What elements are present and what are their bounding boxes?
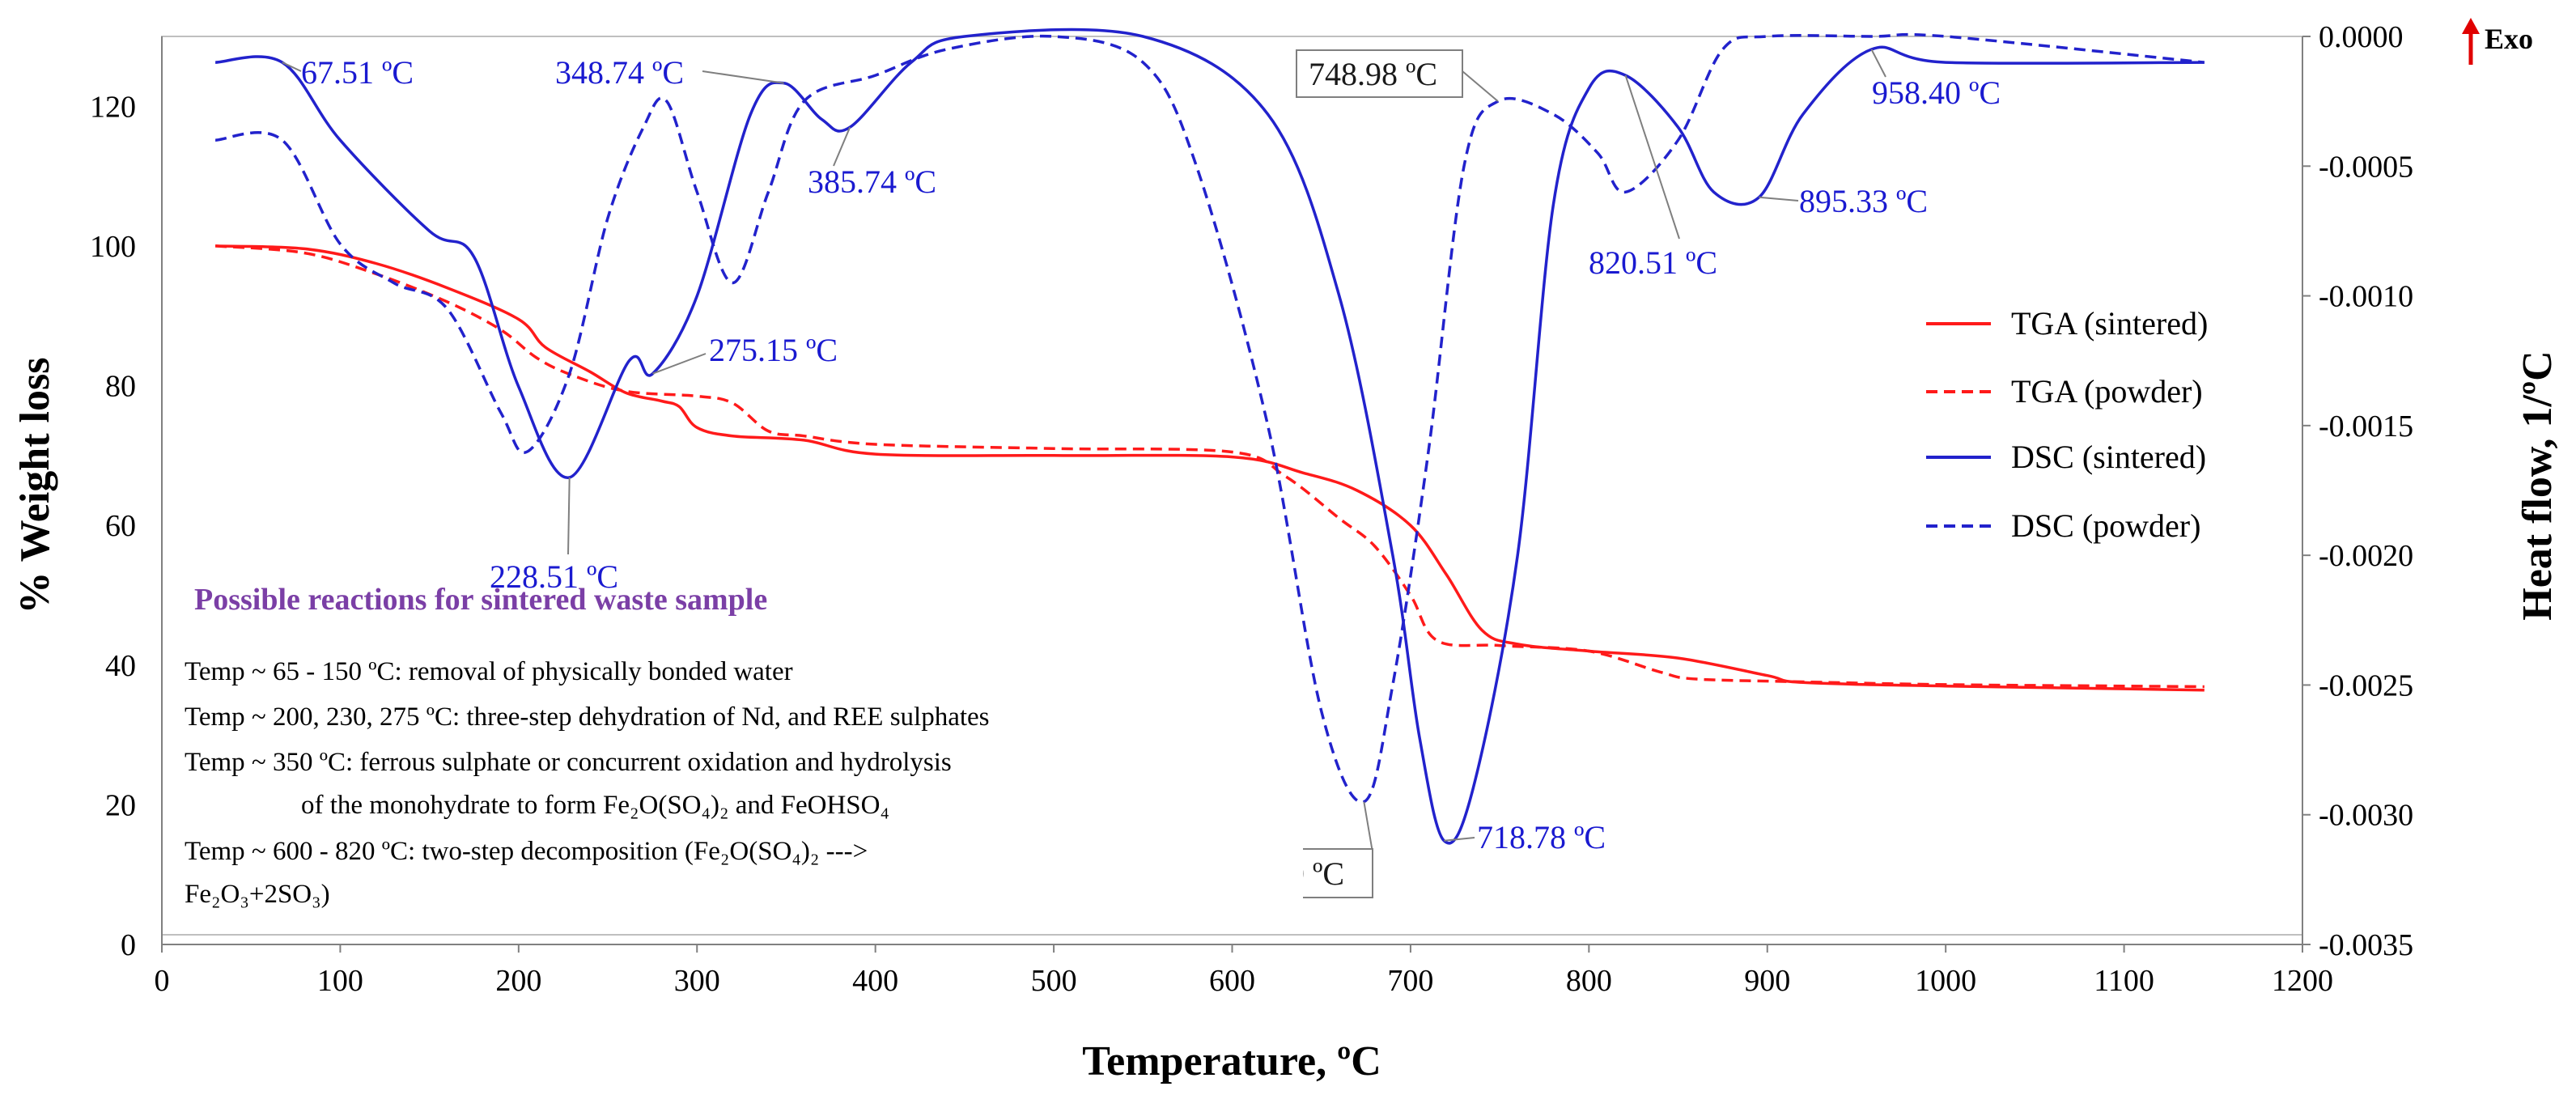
y-ticks: 0 20 40 60 80 100 120 (90, 90, 136, 962)
legend: TGA (sintered) TGA (powder) DSC (sintere… (1926, 305, 2208, 544)
y2-axis-title: Heat flow, 1/ºC (2514, 350, 2561, 620)
y-axis-title: % Weight loss (12, 358, 58, 614)
exo-arrow-head-icon (2462, 18, 2480, 34)
legend-label-dsc-powder: DSC (powder) (2011, 507, 2200, 544)
x-tick-label: 1200 (2272, 964, 2333, 998)
ann-275-15: 275.15 ºC (709, 332, 838, 368)
reaction-line-6: Fe₂O₃+2SO₃) (185, 880, 330, 909)
y-tick-label: 60 (105, 509, 136, 543)
ann-228-51: 228.51 ºC (490, 558, 618, 595)
series-line-tga-sintered (215, 244, 2205, 692)
y-tick-label: 20 (105, 788, 136, 822)
exo-indicator: Exo (2462, 18, 2533, 65)
x-tick-label: 0 (155, 964, 170, 998)
ann-748-98: 748.98 ºC (1309, 56, 1437, 92)
y2-tick-label: -0.0020 (2319, 539, 2413, 573)
y-tick-label: 40 (105, 649, 136, 683)
y-tick-label: 120 (90, 90, 136, 124)
reaction-line-1: Temp ~ 65 - 150 ºC: removal of physicall… (185, 657, 793, 686)
ann-748-98-box (1296, 49, 1463, 98)
ann-348-74: 348.74 ºC (555, 54, 684, 91)
annotation-leader (282, 62, 302, 72)
y-tick-label: 100 (90, 230, 136, 264)
x-tick-label: 400 (852, 964, 898, 998)
series-line-dsc-sintered (214, 28, 2205, 845)
ann-958-40: 958.40 ºC (1872, 74, 2001, 111)
legend-label-dsc-sintered: DSC (sintered) (2011, 439, 2206, 475)
annotation-leader (1462, 70, 1499, 102)
series-line-tga-powder (214, 244, 2205, 689)
reactions-title: Possible reactions for sintered waste sa… (194, 583, 767, 617)
y2-tick-label: 0.0000 (2319, 20, 2404, 54)
x-tick-label: 500 (1031, 964, 1077, 998)
x-tick-label: 200 (495, 964, 541, 998)
x-tick-label: 100 (317, 964, 363, 998)
annotation-leader (1444, 837, 1475, 842)
y2-tick-label: -0.0005 (2319, 150, 2413, 184)
annotation-leader (1759, 196, 1799, 202)
exo-label: Exo (2485, 23, 2533, 55)
y2-tick-label: -0.0015 (2319, 410, 2413, 444)
y2-tick-label: -0.0030 (2319, 799, 2413, 833)
annotation-leader (833, 126, 851, 167)
annotation-leader (1363, 801, 1373, 853)
ann-718-78: 718.78 ºC (1477, 819, 1606, 855)
y2-tick-label: -0.0010 (2319, 280, 2413, 314)
x-tick-label: 700 (1387, 964, 1433, 998)
reaction-line-4: of the monohydrate to form Fe₂O(SO₄)₂ an… (301, 791, 889, 820)
reaction-line-2: Temp ~ 200, 230, 275 ºC: three-step dehy… (185, 702, 990, 732)
x-tick-label: 600 (1209, 964, 1255, 998)
x-tick-label: 1100 (2094, 964, 2154, 998)
annotation-leader (652, 353, 707, 375)
legend-label-tga-powder: TGA (powder) (2011, 373, 2203, 410)
y2-ticks: 0.0000 -0.0005 -0.0010 -0.0015 -0.0020 -0.002… (2302, 20, 2413, 962)
reaction-line-3: Temp ~ 350 ºC: ferrous sulphate or concu… (185, 748, 952, 777)
series-group (214, 28, 2205, 845)
reactions-box (170, 639, 1303, 915)
reactions-list: Temp ~ 65 - 150 ºC: removal of physicall… (185, 657, 990, 909)
y2-tick-label: -0.0025 (2319, 668, 2413, 702)
annotation-leader (702, 70, 784, 84)
reaction-line-5: Temp ~ 600 - 820 ºC: two-step decomposit… (185, 837, 868, 866)
annotation-leader (567, 477, 571, 555)
y-tick-label: 0 (121, 928, 136, 962)
series-line-dsc-powder (214, 32, 2205, 804)
annotation-leader (1624, 74, 1680, 240)
legend-label-tga-sintered: TGA (sintered) (2011, 305, 2208, 342)
annotation-leader (1870, 49, 1886, 78)
x-axis-title: Temperature, ºC (1082, 1038, 1381, 1084)
ann-820-51: 820.51 ºC (1589, 244, 1717, 281)
leader-lines (282, 49, 1886, 853)
x-tick-label: 300 (674, 964, 720, 998)
y-tick-label: 80 (105, 370, 136, 404)
x-tick-label: 900 (1744, 964, 1790, 998)
ann-385-74: 385.74 ºC (808, 163, 936, 200)
x-tick-label: 800 (1566, 964, 1612, 998)
ann-67-51: 67.51 ºC (301, 54, 414, 91)
ann-895-33: 895.33 ºC (1799, 183, 1928, 219)
y2-tick-label: -0.0035 (2319, 928, 2413, 962)
x-tick-label: 1000 (1915, 964, 1976, 998)
x-ticks: 0 100 200 300 400 500 600 700 800 900 1000 1100 1200 (155, 944, 2333, 998)
